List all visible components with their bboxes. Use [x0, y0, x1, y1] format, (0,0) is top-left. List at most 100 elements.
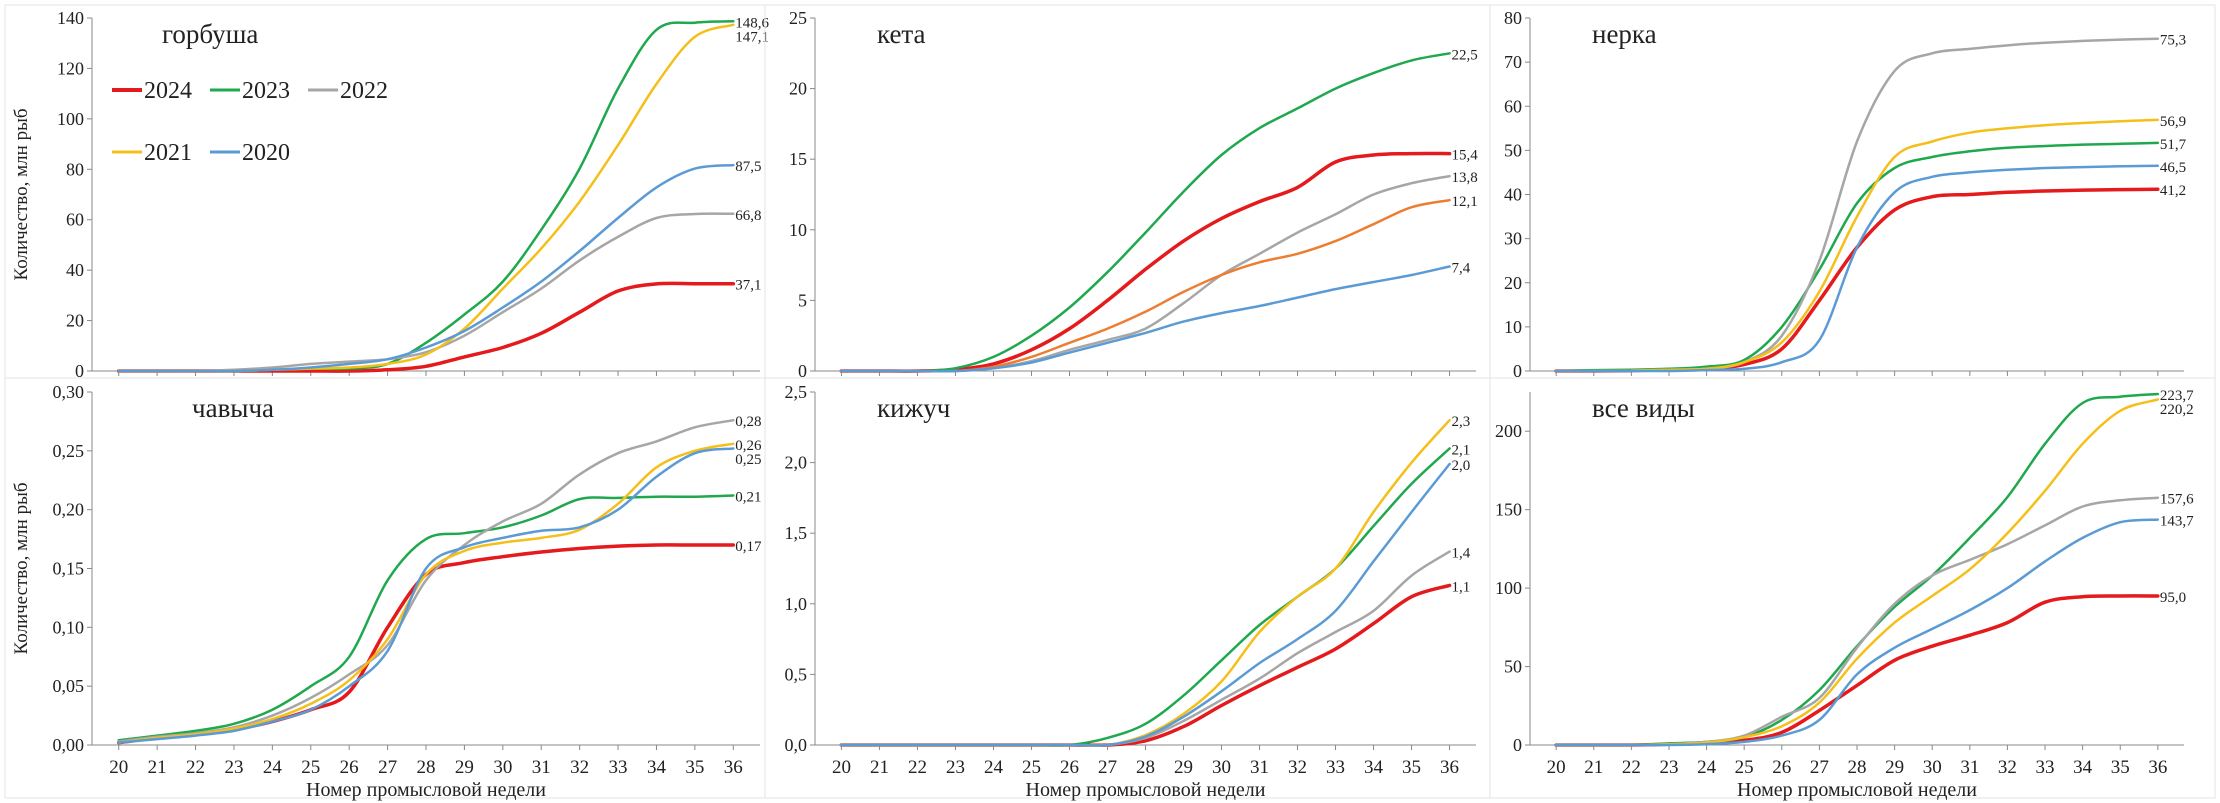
x-tick-label: 29: [1174, 757, 1193, 778]
panel-border: [1489, 377, 2216, 799]
x-tick-label: 24: [263, 757, 283, 778]
y-tick-label: 0,5: [785, 664, 808, 684]
x-tick-label: 28: [1848, 757, 1867, 778]
y-tick-label: 0,10: [53, 617, 85, 637]
data-label: 22,5: [1452, 47, 1478, 63]
y-tick-label: 20: [66, 311, 84, 331]
x-tick-label: 31: [1960, 757, 1979, 778]
x-tick-label: 26: [1060, 757, 1079, 778]
chart-panel-6: 0 50 100 150 200 20 21 22 23 24 25 26 27 28 29 30 31 32 33…: [1489, 377, 2216, 801]
y-tick-label: 200: [1495, 421, 1522, 441]
legend-label: 2021: [144, 140, 192, 166]
y-tick-label: 0: [798, 361, 807, 381]
data-label: 157,6: [2160, 492, 2194, 508]
x-tick-label: 22: [908, 757, 927, 778]
series-line-2023: [840, 52, 1451, 373]
x-tick-label: 31: [532, 757, 551, 778]
series-line-2020: [1554, 164, 2160, 373]
data-label: 223,7: [2160, 388, 2194, 404]
chart-panel-5: 0,0 0,5 1,0 1,5 2,0 2,5 20 21 22 23 24 25 26 27 28 29 30…: [764, 377, 1491, 801]
x-tick-label: 26: [340, 757, 359, 778]
chart-panel-3: 0 10 20 30 40 50 60 70 80 нерка 75,3 56,9 51,7 46,5 41…: [1489, 4, 2216, 381]
x-tick-label: 28: [417, 757, 436, 778]
data-label: 0,28: [735, 414, 761, 430]
legend-label: 2022: [340, 78, 388, 104]
x-tick-label: 20: [832, 757, 851, 778]
x-tick-label: 24: [1697, 757, 1717, 778]
data-label: 2,0: [1452, 458, 1471, 474]
series-line-2022: [117, 418, 735, 743]
x-tick-label: 34: [1364, 757, 1384, 778]
series-line-2020: [117, 447, 735, 744]
y-tick-label: 60: [66, 210, 84, 230]
y-tick-label: 10: [1504, 317, 1522, 337]
x-tick-label: 25: [1022, 757, 1041, 778]
y-tick-label: 0,00: [53, 735, 85, 755]
data-label: 46,5: [2160, 160, 2186, 176]
series-line-2020: [840, 462, 1451, 747]
x-tick-label: 35: [2111, 757, 2130, 778]
x-tick-label: 23: [1659, 757, 1678, 778]
series-line-2022: [1554, 496, 2160, 747]
x-tick-label: 25: [301, 757, 320, 778]
series-line-2023: [1554, 141, 2160, 373]
data-label: 75,3: [2160, 33, 2186, 49]
y-tick-label: 40: [1504, 185, 1522, 205]
data-label: 13,8: [1452, 170, 1478, 186]
legend-label: 2024: [144, 78, 192, 104]
data-label: 7,4: [1452, 261, 1471, 277]
x-tick-label: 23: [946, 757, 965, 778]
y-axis-label: Количество, млн рыб: [11, 108, 32, 280]
y-tick-label: 0: [1513, 735, 1522, 755]
x-tick-label: 35: [685, 757, 704, 778]
y-tick-label: 25: [789, 8, 807, 28]
x-tick-label: 23: [224, 757, 243, 778]
series-line-2022: [840, 174, 1451, 373]
data-label: 51,7: [2160, 137, 2187, 153]
x-tick-label: 34: [2073, 757, 2093, 778]
x-tick-label: 34: [647, 757, 667, 778]
chart-title: нерка: [1592, 19, 1657, 49]
y-tick-label: 40: [66, 260, 84, 280]
x-axis-label: Номер промысловой недели: [1026, 779, 1266, 801]
x-tick-label: 22: [1622, 757, 1641, 778]
x-tick-label: 29: [455, 757, 474, 778]
y-tick-label: 0,0: [785, 735, 808, 755]
x-tick-label: 28: [1136, 757, 1155, 778]
y-tick-label: 100: [57, 109, 84, 129]
x-tick-label: 30: [1923, 757, 1942, 778]
x-tick-label: 27: [1810, 757, 1829, 778]
series-line-2023: [840, 447, 1451, 747]
data-label: 0,21: [735, 490, 761, 506]
x-axis-label: Номер промысловой недели: [1737, 779, 1977, 801]
x-tick-label: 26: [1772, 757, 1791, 778]
x-tick-label: 33: [1326, 757, 1345, 778]
series-line-2024: [1554, 594, 2160, 747]
data-label: 56,9: [2160, 114, 2186, 130]
x-tick-label: 31: [1250, 757, 1269, 778]
x-tick-label: 25: [1735, 757, 1754, 778]
x-tick-label: 30: [1212, 757, 1231, 778]
x-axis-label: Номер промысловой недели: [306, 779, 546, 801]
x-tick-label: 24: [984, 757, 1004, 778]
x-tick-label: 36: [724, 757, 743, 778]
data-label: 0,26: [735, 438, 762, 454]
y-tick-label: 0,15: [53, 559, 85, 579]
series-line-2021: [117, 442, 735, 744]
y-tick-label: 2,5: [785, 382, 808, 402]
y-tick-label: 140: [57, 8, 84, 28]
x-tick-label: 22: [186, 757, 205, 778]
y-tick-label: 20: [789, 79, 807, 99]
x-tick-label: 27: [378, 757, 397, 778]
panel-border: [4, 377, 766, 799]
x-tick-label: 21: [148, 757, 167, 778]
chart-panel-2: 0 5 10 15 20 25 кета 22,5 15,4 13,8 12,1 7,4: [764, 4, 1491, 381]
data-label: 15,4: [1452, 148, 1479, 164]
data-label: 143,7: [2160, 514, 2194, 530]
y-tick-label: 1,5: [785, 523, 808, 543]
y-tick-label: 60: [1504, 96, 1522, 116]
x-tick-label: 20: [109, 757, 128, 778]
y-axis-label: Количество, млн рыб: [11, 482, 32, 654]
data-label: 0,25: [735, 452, 761, 468]
